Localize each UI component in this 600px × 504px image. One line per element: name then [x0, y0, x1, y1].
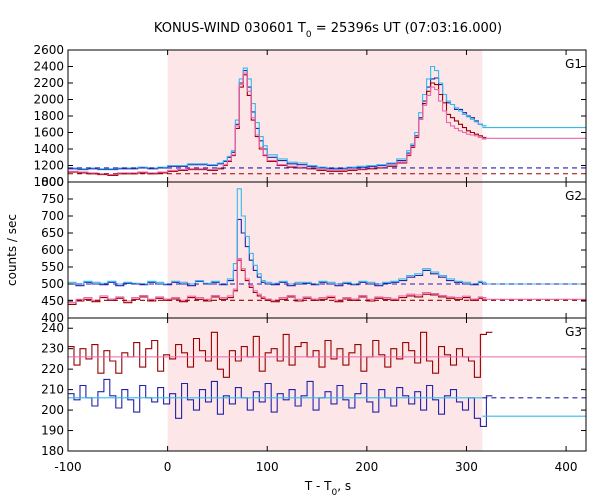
- y-tick-label: 400: [41, 311, 64, 325]
- panel-g1: 1000 1200 1400 1600 1800 2000 2200 2400 2600 G1: [33, 43, 587, 189]
- panel-label: G3: [565, 325, 582, 339]
- series-light-blue-step: [68, 65, 487, 170]
- x-tick-labels: -100 0 100 200 300 400: [54, 460, 577, 474]
- y-tick-label: 650: [41, 226, 64, 240]
- y-tick-label: 550: [41, 260, 64, 274]
- y-tick-label: 750: [41, 192, 64, 206]
- x-tick-label: 100: [256, 460, 279, 474]
- y-tick-label: 180: [41, 444, 64, 458]
- series-pink-step: [68, 257, 487, 304]
- shaded-interval: [167, 182, 483, 318]
- x-axis-label-suffix: , s: [337, 479, 351, 493]
- panel-label: G2: [565, 189, 582, 203]
- series-light-blue-step: [68, 188, 487, 285]
- y-tick-label: 220: [41, 362, 64, 376]
- y-tick-label: 200: [41, 403, 64, 417]
- y-axis-label: counts / sec: [5, 214, 19, 286]
- y-tick-label: 450: [41, 294, 64, 308]
- y-tick-label: 800: [41, 175, 64, 189]
- series-pink-step: [68, 72, 487, 176]
- panels: 100012001400160018002000220024002600G140…: [33, 43, 587, 474]
- x-tick-label: 200: [355, 460, 378, 474]
- y-tick-label: 2600: [33, 43, 64, 57]
- chart-title-prefix: KONUS-WIND 030601 T: [154, 21, 306, 36]
- chart-title: KONUS-WIND 030601 T0 = 25396s UT (07:03:…: [154, 21, 502, 40]
- y-tick-label: 600: [41, 243, 64, 257]
- y-tick-label: 1800: [33, 109, 64, 123]
- shaded-interval: [167, 318, 483, 451]
- y-tick-label: 1200: [33, 159, 64, 173]
- y-tick-label: 210: [41, 383, 64, 397]
- x-axis-label: T - T0, s: [304, 479, 351, 498]
- x-tick-label: 0: [164, 460, 172, 474]
- panel-g3: 180 190 200 210 220 230 240 G3: [41, 317, 587, 458]
- chart-title-suffix: = 25396s UT (07:03:16.000): [312, 21, 502, 36]
- panel-g2: 400 450 500 550 600 650 700 750 800 G2: [41, 175, 587, 325]
- y-tick-label: 230: [41, 342, 64, 356]
- series-group: [68, 188, 586, 305]
- y-tick-label: 500: [41, 277, 64, 291]
- series-dark-blue-step: [68, 378, 493, 427]
- y-tick-label: 190: [41, 424, 64, 438]
- shaded-interval: [167, 50, 483, 182]
- panel-label: G1: [565, 57, 582, 71]
- panel-frame: [67, 317, 587, 452]
- y-tick-label: 1400: [33, 142, 64, 156]
- y-tick-label: 1000: [33, 175, 64, 189]
- series-dark-red-step: [68, 331, 493, 378]
- y-tick-label: 1600: [33, 126, 64, 140]
- y-tick-label: 2400: [33, 60, 64, 74]
- x-tick-label: 300: [455, 460, 478, 474]
- series-group: [68, 65, 586, 176]
- series-group: [68, 331, 586, 427]
- x-axis-label-subscript: 0: [332, 488, 338, 498]
- x-tick-label: -100: [54, 460, 81, 474]
- y-tick-label: 2200: [33, 76, 64, 90]
- y-tick-label: 240: [41, 321, 64, 335]
- chart-title-subscript: 0: [306, 30, 312, 40]
- y-tick-label: 2000: [33, 93, 64, 107]
- x-tick-label: 400: [555, 460, 578, 474]
- x-axis-label-prefix: T - T: [304, 479, 332, 493]
- y-tick-label: 700: [41, 209, 64, 223]
